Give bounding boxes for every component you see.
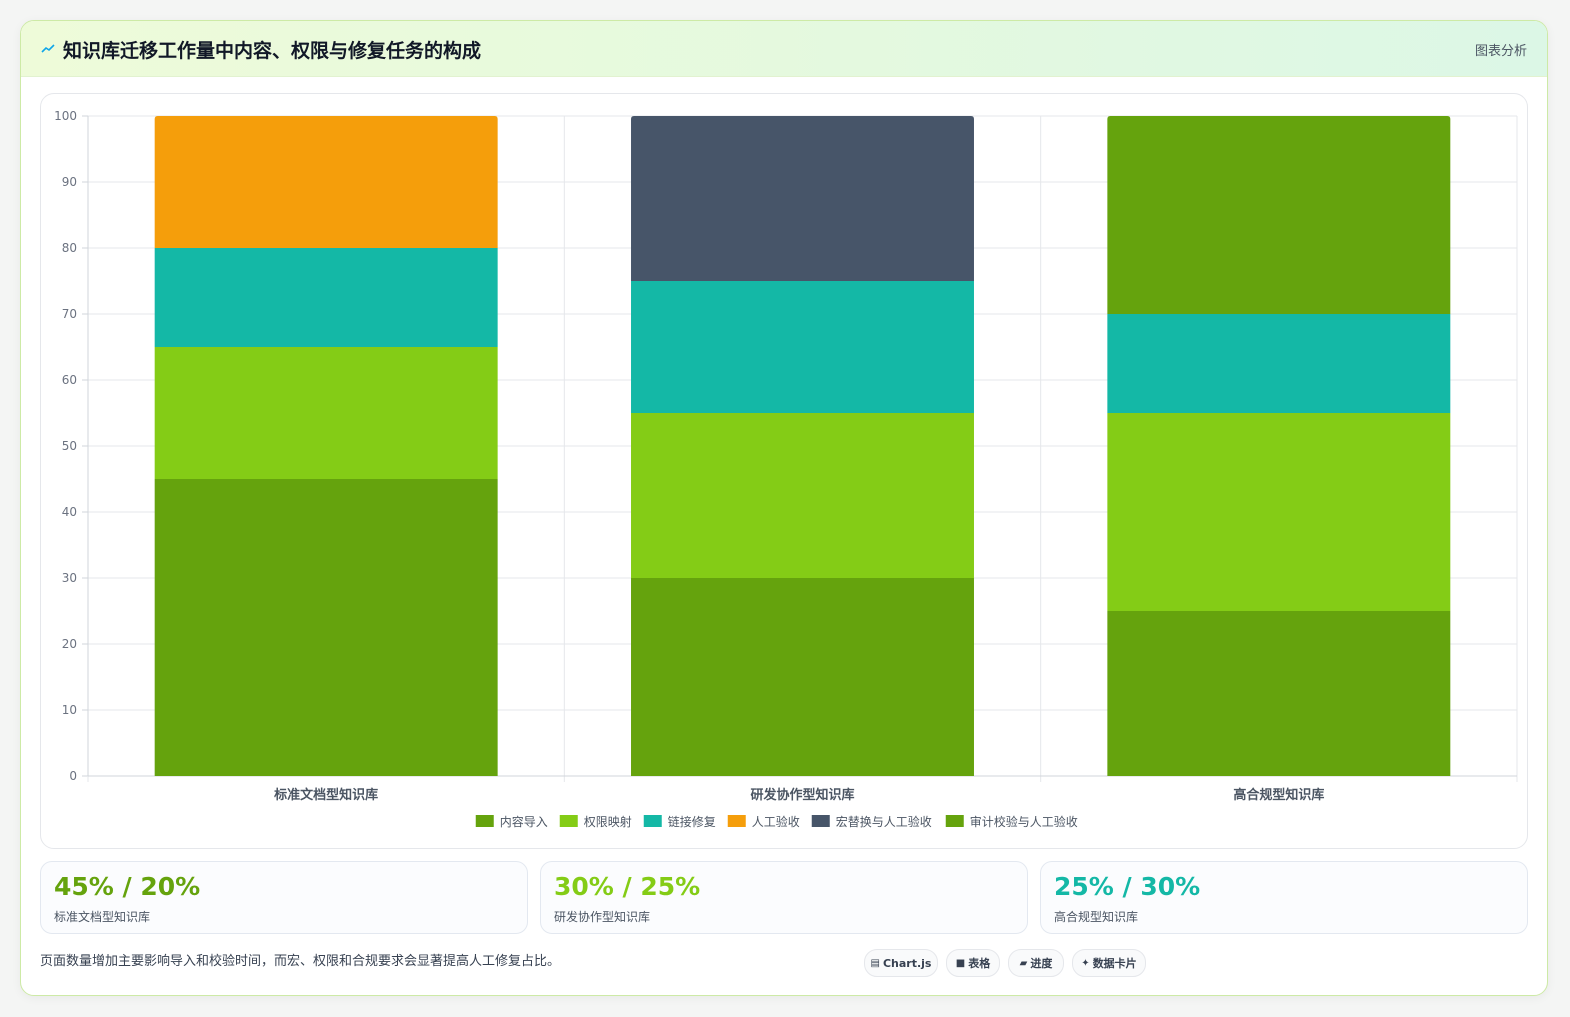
bar-segment xyxy=(631,116,974,281)
y-tick-label: 100 xyxy=(54,109,77,123)
legend-swatch xyxy=(559,815,578,827)
table-icon: ■ xyxy=(955,957,966,969)
stat-label: 标准文档型知识库 xyxy=(54,910,151,924)
y-tick-label: 30 xyxy=(62,571,77,585)
stat-label: 研发协作型知识库 xyxy=(554,910,651,924)
stat-card-rnd: 30% / 25% 研发协作型知识库 xyxy=(540,861,1028,934)
chart-panel: 0 10 20 30 40 50 60 70 80 90 100 标准文档型知识库 研发协作型知识库 高合… xyxy=(40,93,1528,849)
legend-label: 审计校验与人工验收 xyxy=(970,814,1078,829)
footnote: 页面数量增加主要影响导入和校验时间，而宏、权限和合规要求会显著提高人工修复占比。 xyxy=(40,954,561,969)
badge-label: 数据卡片 xyxy=(1092,957,1137,970)
stacked-bar-chart: 0 10 20 30 40 50 60 70 80 90 100 标准文档型知识库 研发协作型知识库 高合… xyxy=(54,109,1518,829)
legend-label: 内容导入 xyxy=(500,814,548,829)
stat-label: 高合规型知识库 xyxy=(1054,910,1139,924)
legend-label: 权限映射 xyxy=(584,814,632,829)
legend-swatch xyxy=(945,815,964,827)
y-tick-label: 50 xyxy=(62,439,77,453)
x-tick-label: 研发协作型知识库 xyxy=(750,787,854,803)
data-card-badge[interactable]: ✦ 数据卡片 xyxy=(1072,949,1146,977)
trend-icon xyxy=(41,44,55,53)
y-tick-label: 80 xyxy=(62,241,77,255)
bar-segment xyxy=(1107,314,1451,413)
stat-value: 25% / 30% xyxy=(1054,872,1201,901)
bar-segment xyxy=(154,248,498,347)
stat-value: 30% / 25% xyxy=(554,872,701,901)
y-tick-label: 60 xyxy=(62,373,77,387)
legend-swatch xyxy=(727,815,746,827)
chart-analysis-tag: 图表分析 xyxy=(1474,44,1527,59)
stat-card-standard: 45% / 20% 标准文档型知识库 xyxy=(40,861,528,934)
chart-icon: ▤ xyxy=(870,957,880,969)
y-tick-label: 90 xyxy=(62,175,77,189)
bar-segment xyxy=(1107,413,1451,611)
badge-label: 表格 xyxy=(968,957,991,970)
bar-segment xyxy=(154,116,498,248)
table-badge[interactable]: ■ 表格 xyxy=(946,949,1000,977)
x-tick-label: 高合规型知识库 xyxy=(1233,787,1324,803)
card-header: 知识库迁移工作量中内容、权限与修复任务的构成 图表分析 xyxy=(21,21,1547,77)
legend-swatch xyxy=(475,815,494,827)
stat-card-compliance: 25% / 30% 高合规型知识库 xyxy=(1040,861,1528,934)
bar-segment xyxy=(154,347,498,479)
page-title: 知识库迁移工作量中内容、权限与修复任务的构成 xyxy=(63,40,482,62)
bar-segment xyxy=(1107,611,1451,776)
legend-label: 链接修复 xyxy=(668,814,716,829)
badge-label: 进度 xyxy=(1030,957,1053,970)
bar-segment xyxy=(631,413,974,578)
legend-label: 宏替换与人工验收 xyxy=(836,814,932,829)
stat-value: 45% / 20% xyxy=(54,872,201,901)
bar-segment xyxy=(631,281,974,413)
chart-card: 知识库迁移工作量中内容、权限与修复任务的构成 图表分析 0 10 20 30 40 50 6… xyxy=(20,20,1548,996)
legend-label: 人工验收 xyxy=(752,814,800,829)
y-tick-label: 70 xyxy=(62,307,77,321)
progress-icon: ▰ xyxy=(1019,957,1028,969)
chartjs-badge[interactable]: ▤ Chart.js xyxy=(864,949,938,977)
legend-swatch xyxy=(643,815,662,827)
sparkle-icon: ✦ xyxy=(1081,957,1090,969)
y-tick-label: 0 xyxy=(69,769,77,783)
x-tick-label: 标准文档型知识库 xyxy=(273,787,378,803)
bar-segment xyxy=(631,578,974,776)
bar-segment xyxy=(1107,116,1451,314)
progress-badge[interactable]: ▰ 进度 xyxy=(1008,949,1064,977)
y-tick-label: 40 xyxy=(62,505,77,519)
legend-swatch xyxy=(811,815,830,827)
badge-label: Chart.js xyxy=(882,956,932,970)
bar-segment xyxy=(154,479,498,776)
y-tick-label: 10 xyxy=(62,703,77,717)
y-tick-label: 20 xyxy=(62,637,77,651)
